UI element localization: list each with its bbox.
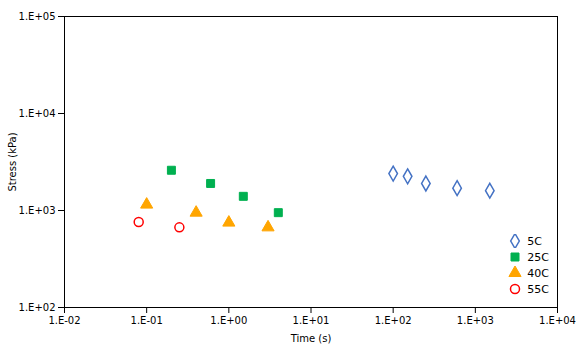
svg-text:1.E-01: 1.E-01 xyxy=(131,315,163,326)
svg-text:Time (s): Time (s) xyxy=(290,333,332,344)
svg-text:1.E+03: 1.E+03 xyxy=(457,315,494,326)
svg-text:1.E+01: 1.E+01 xyxy=(293,315,330,326)
html-text:55C: 55C xyxy=(527,282,549,296)
svg-text:1.E+00: 1.E+00 xyxy=(210,315,247,326)
html-text:25C: 25C xyxy=(527,250,549,264)
html-text:5C: 5C xyxy=(527,234,542,248)
svg-text:1.E+02: 1.E+02 xyxy=(19,302,56,313)
svg-text:1.E+04: 1.E+04 xyxy=(19,108,56,119)
svg-text:1.E+05: 1.E+05 xyxy=(19,11,56,22)
svg-text:1.E+02: 1.E+02 xyxy=(375,315,412,326)
svg-text:1.E-02: 1.E-02 xyxy=(48,315,80,326)
svg-text:1.E+03: 1.E+03 xyxy=(19,205,56,216)
html-text:40C: 40C xyxy=(527,266,549,280)
svg-text:1.E+04: 1.E+04 xyxy=(539,315,576,326)
svg-text:Stress (kPa): Stress (kPa) xyxy=(7,132,18,191)
